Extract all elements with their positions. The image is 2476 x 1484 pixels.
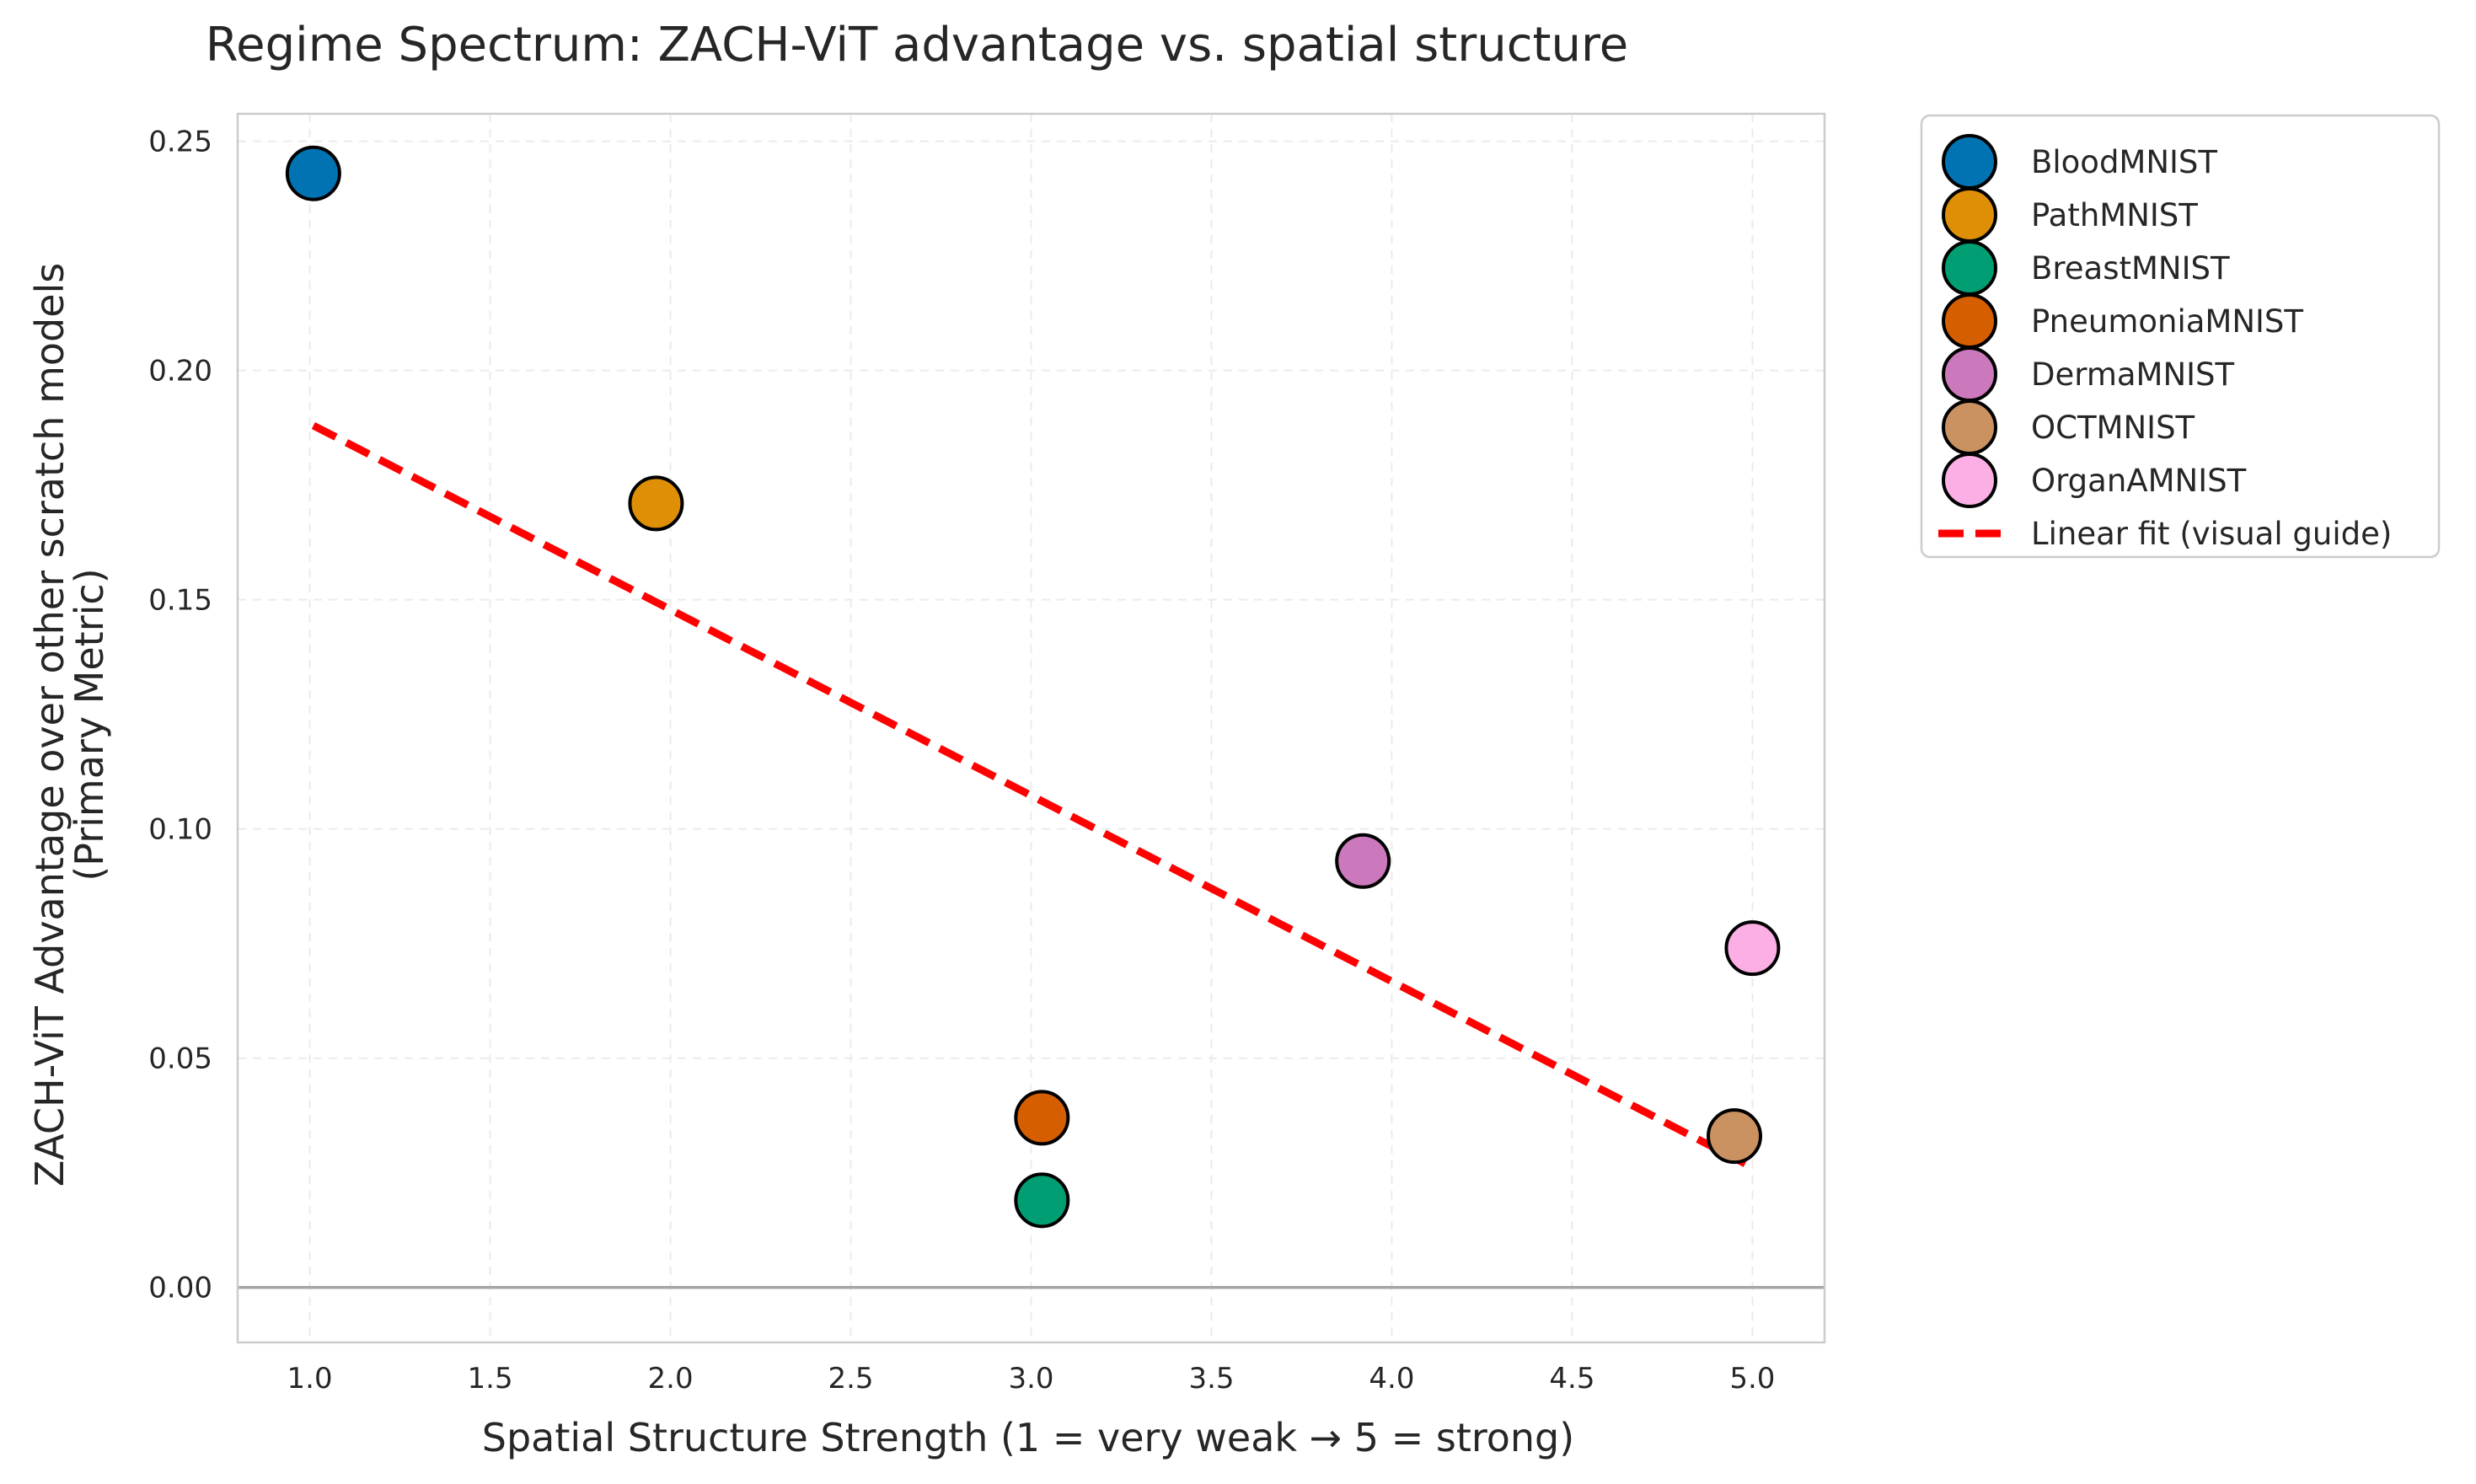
legend-label: OCTMNIST bbox=[2031, 410, 2195, 446]
x-tick-label: 3.5 bbox=[1188, 1362, 1234, 1396]
legend-marker-pathmnist bbox=[1942, 187, 1997, 243]
y-axis-ticks: 0.00 0.05 0.10 0.15 0.20 0.25 bbox=[148, 126, 212, 1305]
legend-label: DermaMNIST bbox=[2031, 356, 2235, 393]
x-tick-label: 2.5 bbox=[828, 1362, 873, 1396]
scatter-points bbox=[285, 145, 1781, 1229]
x-tick-label: 5.0 bbox=[1729, 1362, 1775, 1396]
y-tick-label: 0.25 bbox=[148, 126, 212, 159]
x-tick-label: 3.0 bbox=[1008, 1362, 1053, 1396]
point-pneumoniamnist bbox=[1014, 1090, 1070, 1146]
point-organamnist bbox=[1724, 920, 1781, 977]
legend-marker-dermamnist bbox=[1942, 346, 1997, 402]
y-tick-label: 0.20 bbox=[148, 355, 212, 388]
legend-label: BloodMNIST bbox=[2031, 144, 2217, 180]
plot-area-frame bbox=[236, 112, 1826, 1344]
legend-marker-organamnist bbox=[1942, 453, 1997, 508]
legend-label-fit-line: Linear fit (visual guide) bbox=[2031, 516, 2392, 552]
legend-label: OrganAMNIST bbox=[2031, 463, 2247, 499]
y-tick-label: 0.10 bbox=[148, 813, 212, 847]
legend-marker-bloodmnist bbox=[1942, 134, 1997, 190]
x-tick-label: 4.0 bbox=[1369, 1362, 1414, 1396]
point-dermamnist bbox=[1335, 833, 1391, 889]
y-axis-label: ZACH-ViT Advantage over other scratch mo… bbox=[27, 263, 112, 1187]
y-tick-label: 0.05 bbox=[148, 1042, 212, 1076]
legend-label: PathMNIST bbox=[2031, 197, 2198, 233]
chart-title: Regime Spectrum: ZACH-ViT advantage vs. … bbox=[206, 18, 1628, 72]
y-tick-label: 0.00 bbox=[148, 1272, 212, 1305]
y-axis-label-line-2: (Primary Metric) bbox=[67, 568, 112, 881]
legend-marker-breastmnist bbox=[1942, 240, 1997, 296]
point-octmnist bbox=[1707, 1108, 1763, 1165]
point-pathmnist bbox=[628, 475, 684, 532]
legend-box bbox=[1920, 114, 2441, 559]
legend: BloodMNIST PathMNIST BreastMNIST PneumoniaM… bbox=[1920, 114, 2441, 559]
y-tick-label: 0.15 bbox=[148, 584, 212, 618]
legend-marker-octmnist bbox=[1942, 399, 1997, 455]
x-axis-label: Spatial Structure Strength (1 = very wea… bbox=[482, 1415, 1574, 1460]
legend-label: BreastMNIST bbox=[2031, 250, 2230, 287]
x-tick-label: 1.0 bbox=[287, 1362, 333, 1396]
x-tick-label: 2.0 bbox=[648, 1362, 694, 1396]
x-tick-label: 4.5 bbox=[1549, 1362, 1594, 1396]
linear-fit-line bbox=[311, 421, 1747, 1167]
x-axis-ticks: 1.0 1.5 2.0 2.5 3.0 3.5 4.0 4.5 5.0 bbox=[287, 1362, 1776, 1396]
x-tick-label: 1.5 bbox=[468, 1362, 513, 1396]
point-bloodmnist bbox=[285, 145, 341, 201]
point-breastmnist bbox=[1014, 1172, 1070, 1229]
y-axis-label-line-1: ZACH-ViT Advantage over other scratch mo… bbox=[27, 263, 72, 1187]
legend-marker-pneumoniamnist bbox=[1942, 293, 1997, 349]
legend-label: PneumoniaMNIST bbox=[2031, 303, 2303, 340]
